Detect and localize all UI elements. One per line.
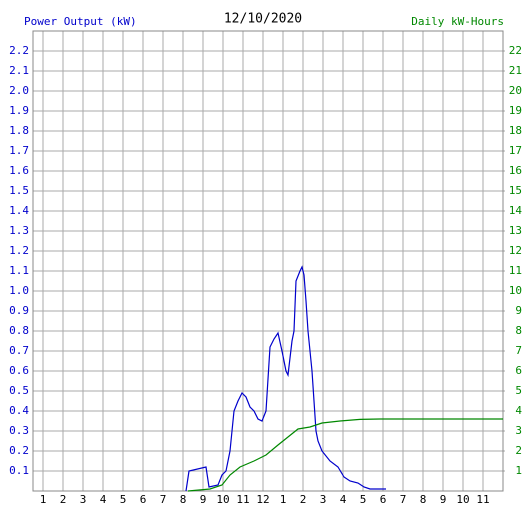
x-tick-label: 9 [200,493,207,506]
y-tick-label: 1.4 [9,204,29,217]
chart-title: 12/10/2020 [224,12,302,27]
y-tick-label: 0.7 [9,344,29,357]
x-tick-label: 4 [340,493,347,506]
x-tick-label: 4 [100,493,107,506]
y2-axis-label: Daily kW-Hours [411,15,504,28]
y2-tick-label: 11 [509,264,522,277]
y2-tick-label: 3 [515,424,522,437]
x-tick-label: 3 [320,493,327,506]
x-tick-label: 2 [300,493,307,506]
y2-tick-label: 2 [515,444,522,457]
y2-tick-label: 16 [509,164,522,177]
x-tick-label: 1 [40,493,47,506]
y-tick-label: 0.6 [9,364,29,377]
y2-tick-label: 10 [509,284,522,297]
y2-tick-label: 20 [509,84,522,97]
y-tick-label: 1.8 [9,124,29,137]
y-tick-label: 0.3 [9,424,29,437]
x-tick-label: 2 [60,493,67,506]
series-line [187,418,503,492]
y2-tick-label: 14 [509,204,523,217]
y-tick-label: 0.9 [9,304,29,317]
y2-tick-label: 22 [509,44,522,57]
y-tick-label: 1.9 [9,104,29,117]
y-tick-label: 1.6 [9,164,29,177]
x-tick-label: 9 [440,493,447,506]
x-tick-label: 5 [120,493,127,506]
y-tick-label: 0.8 [9,324,29,337]
x-tick-label: 12 [256,493,269,506]
y2-tick-label: 17 [509,144,522,157]
y-tick-label: 1.0 [9,284,29,297]
y-tick-label: 0.1 [9,464,29,477]
x-tick-label: 7 [160,493,167,506]
x-tick-label: 11 [236,493,249,506]
y-tick-label: 2.0 [9,84,29,97]
x-tick-label: 10 [456,493,469,506]
x-tick-label: 11 [476,493,489,506]
y-tick-label: 2.2 [9,44,29,57]
y2-tick-label: 15 [509,184,522,197]
plot-border [32,30,504,492]
y-tick-label: 2.1 [9,64,29,77]
y-tick-label: 1.5 [9,184,29,197]
y2-tick-label: 7 [515,344,522,357]
x-tick-label: 3 [80,493,87,506]
y2-tick-label: 13 [509,224,522,237]
series-line [185,265,386,492]
y2-tick-label: 19 [509,104,522,117]
y-tick-label: 1.1 [9,264,29,277]
x-tick-label: 8 [180,493,187,506]
x-tick-label: 10 [216,493,229,506]
y2-tick-label: 12 [509,244,522,257]
y2-tick-label: 1 [515,464,522,477]
y2-tick-label: 4 [515,404,522,417]
y-tick-label: 1.2 [9,244,29,257]
y2-tick-label: 21 [509,64,522,77]
y-tick-label: 0.5 [9,384,29,397]
y2-tick-label: 6 [515,364,522,377]
x-tick-label: 6 [140,493,147,506]
y-axis-label: Power Output (kW) [24,15,137,28]
x-tick-label: 1 [280,493,287,506]
y-tick-label: 1.3 [9,224,29,237]
x-tick-label: 8 [420,493,427,506]
x-tick-label: 6 [380,493,387,506]
y-tick-label: 0.4 [9,404,29,417]
y2-tick-label: 5 [515,384,522,397]
y2-tick-label: 8 [515,324,522,337]
y2-tick-label: 9 [515,304,522,317]
x-tick-label: 5 [360,493,367,506]
y-tick-label: 1.7 [9,144,29,157]
y-tick-label: 0.2 [9,444,29,457]
x-tick-label: 7 [400,493,407,506]
y2-tick-label: 18 [509,124,522,137]
